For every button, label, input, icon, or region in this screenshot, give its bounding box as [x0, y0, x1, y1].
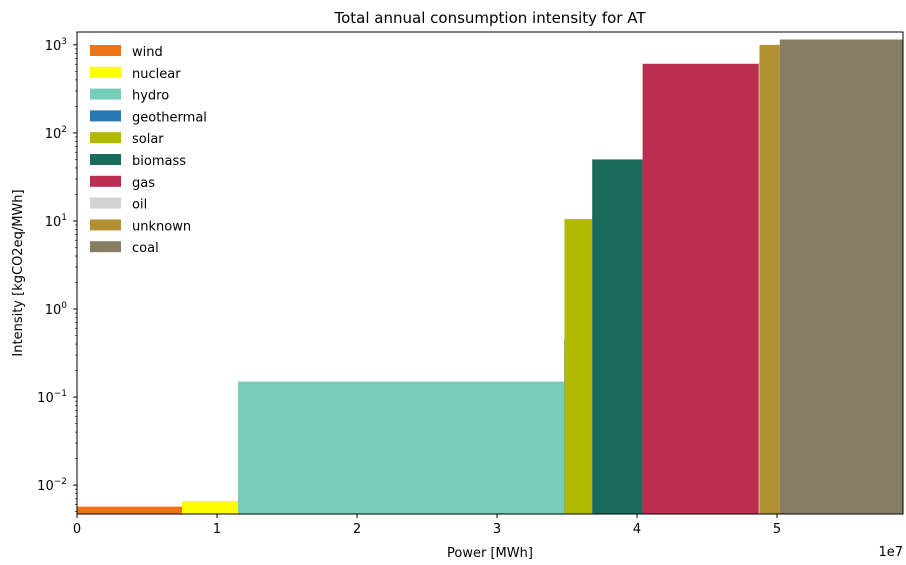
legend-label-geothermal: geothermal	[132, 110, 207, 125]
legend-label-nuclear: nuclear	[132, 67, 181, 82]
bar-hydro	[238, 381, 565, 514]
legend-swatch-solar	[90, 132, 121, 144]
bar-wind	[77, 506, 182, 514]
x-tick-label: 4	[633, 522, 641, 537]
axes-frame	[76, 31, 904, 515]
bar-coal	[779, 39, 903, 515]
legend-swatch-geothermal	[90, 110, 121, 122]
y-tick-label: 100	[45, 301, 68, 318]
legend-swatch-biomass	[90, 154, 121, 165]
x-tick-label: 5	[773, 522, 781, 537]
legend-swatch-coal	[90, 241, 121, 253]
bar-biomass	[592, 159, 643, 514]
legend-label-biomass: biomass	[132, 154, 186, 169]
x-axis-ticks: 0 1 2 3 4 5	[73, 514, 781, 537]
y-axis-label: Intensity [kgCO2eq/MWh]	[11, 189, 26, 356]
legend-label-wind: wind	[132, 45, 163, 60]
legend-label-coal: coal	[132, 241, 159, 256]
y-tick-label: 10−1	[37, 389, 67, 406]
x-axis-label: Power [MWh]	[447, 546, 533, 561]
bars-layer	[77, 39, 903, 515]
legend: wind nuclear hydro geothermal solar biomass ga…	[90, 45, 207, 256]
bar-unknown	[759, 44, 780, 515]
x-tick-label: 1	[213, 522, 221, 537]
x-tick-label: 2	[353, 522, 361, 537]
y-tick-label: 102	[45, 125, 67, 142]
legend-swatch-wind	[90, 45, 121, 56]
x-tick-label: 0	[73, 522, 81, 537]
legend-swatch-hydro	[90, 88, 121, 100]
legend-label-gas: gas	[132, 176, 155, 191]
legend-label-unknown: unknown	[132, 219, 191, 234]
y-tick-label: 101	[45, 213, 67, 230]
legend-swatch-oil	[90, 197, 121, 209]
legend-swatch-unknown	[90, 219, 121, 231]
x-offset-label: 1e7	[878, 545, 903, 560]
y-axis-ticks: 10−2 10−1 100 101 102 103	[37, 37, 77, 512]
y-tick-label: 103	[45, 37, 67, 54]
legend-label-oil: oil	[132, 198, 147, 213]
chart-title: Total annual consumption intensity for A…	[334, 9, 647, 27]
x-tick-label: 3	[493, 522, 501, 537]
legend-label-solar: solar	[132, 132, 164, 147]
legend-swatch-gas	[90, 175, 121, 187]
y-tick-label: 10−2	[37, 477, 67, 494]
bar-gas	[642, 63, 759, 515]
bar-solar	[564, 219, 593, 514]
bar-nuclear	[182, 501, 238, 514]
bar-oil	[758, 61, 760, 514]
legend-swatch-nuclear	[90, 66, 121, 78]
legend-label-hydro: hydro	[132, 89, 169, 104]
